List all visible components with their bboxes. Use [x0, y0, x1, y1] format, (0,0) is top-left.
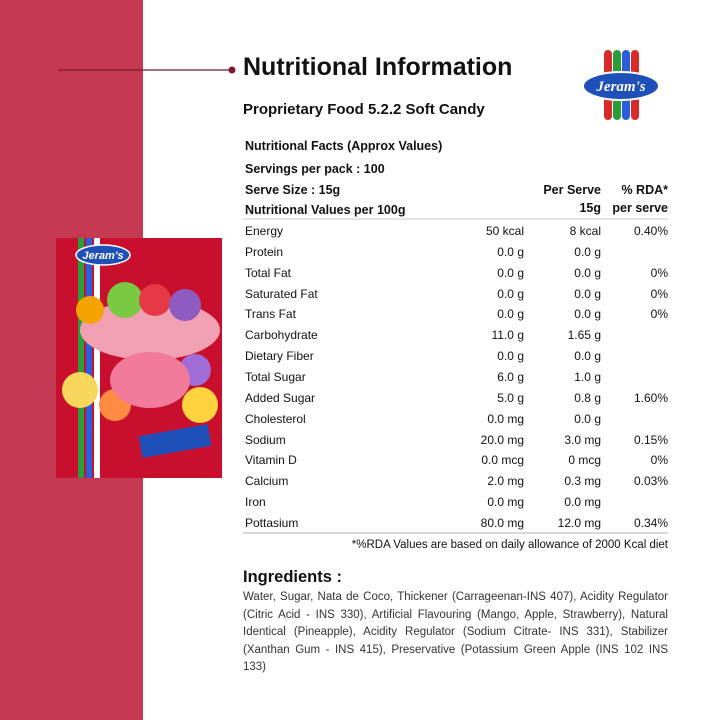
cell-value: 0.0 g [574, 286, 601, 301]
col-header: 15g [579, 201, 601, 215]
ingredients-title: Ingredients : [243, 568, 343, 586]
cell-name: Total Sugar [245, 369, 306, 384]
cell-value: 0.0 g [574, 349, 601, 364]
per-100-heading: Nutritional Values per 100g [245, 203, 406, 217]
title: Nutritional Information [243, 53, 513, 81]
cell-value: 0.0 mg [487, 495, 524, 510]
cell-value: 0.15% [633, 432, 668, 447]
cell-value: 3.0 mg [564, 432, 601, 447]
package-image: Jeram's [56, 238, 222, 478]
cell-name: Vitamin D [245, 453, 297, 468]
cell-name: Sodium [245, 432, 286, 447]
cell-value: 1.0 g [574, 369, 601, 384]
cell-value: 12.0 mg [557, 515, 601, 530]
footnote: *%RDA Values are based on daily allowanc… [351, 539, 668, 551]
cell-value: 0.0 g [497, 286, 524, 301]
cell-value: 0.8 g [574, 390, 601, 405]
cell-value: 8 kcal [569, 224, 601, 238]
cell-name: Iron [245, 495, 266, 510]
cell-value: 0% [650, 307, 668, 322]
cell-name: Trans Fat [245, 307, 296, 322]
cell-value: 0.03% [633, 474, 668, 489]
cell-value: 1.65 g [567, 328, 601, 343]
cell-value: 0.3 mg [564, 474, 601, 489]
facts-heading: Nutritional Facts (Approx Values) [245, 139, 443, 153]
cell-name: Saturated Fat [245, 286, 318, 301]
cell-value: 50 kcal [485, 224, 524, 238]
cell-value: 6.0 g [497, 369, 524, 384]
cell-value: 0.0 mcg [481, 453, 524, 468]
cell-value: 0.0 g [574, 244, 601, 259]
servings: Servings per pack : 100 [245, 162, 385, 176]
cell-name: Protein [245, 244, 284, 259]
cell-value: 0.0 mg [487, 411, 524, 426]
cell-value: 0.0 g [574, 411, 601, 426]
cell-value: 0.0 g [497, 307, 524, 322]
cell-value: 5.0 g [497, 390, 524, 405]
cell-value: 0.40% [633, 224, 668, 238]
cell-value: 2.0 mg [487, 474, 524, 489]
cell-name: Pottasium [245, 515, 299, 530]
ingredients-text: Water, Sugar, Nata de Coco, Thickener (C… [243, 591, 668, 673]
cell-value: 0.0 g [497, 265, 524, 280]
col-header: per serve [612, 201, 668, 215]
cell-name: Carbohydrate [245, 328, 318, 343]
rule-dot [228, 66, 236, 74]
cell-value: 0.0 g [574, 265, 601, 280]
cell-name: Cholesterol [245, 411, 306, 426]
logo: Jeram's [582, 50, 660, 120]
serve-size: Serve Size : 15g [245, 183, 341, 197]
cell-name: Energy [245, 224, 284, 238]
cell-value: 0.0 g [497, 349, 524, 364]
cell-name: Added Sugar [245, 390, 316, 405]
cell-value: 0.0 g [574, 307, 601, 322]
cell-value: 80.0 mg [480, 515, 524, 530]
cell-value: 0.34% [633, 515, 668, 530]
cell-value: 0.0 g [497, 244, 524, 259]
logo-text: Jeram's [595, 79, 645, 95]
col-header: Per Serve [543, 183, 601, 197]
cell-value: 0 mcg [568, 453, 601, 468]
col-header: % RDA* [621, 183, 668, 197]
cell-value: 0.0 mg [564, 495, 601, 510]
cell-value: 20.0 mg [480, 432, 524, 447]
cell-value: 0% [650, 265, 668, 280]
cell-value: 0% [650, 286, 668, 301]
cell-name: Dietary Fiber [245, 349, 314, 364]
subtitle: Proprietary Food 5.2.2 Soft Candy [243, 101, 485, 118]
cell-value: 11.0 g [491, 328, 524, 343]
package-brand: Jeram's [82, 250, 123, 262]
cell-value: 0% [650, 453, 668, 468]
cell-name: Total Fat [245, 265, 292, 280]
cell-value: 1.60% [633, 390, 668, 405]
cell-name: Calcium [245, 474, 289, 489]
